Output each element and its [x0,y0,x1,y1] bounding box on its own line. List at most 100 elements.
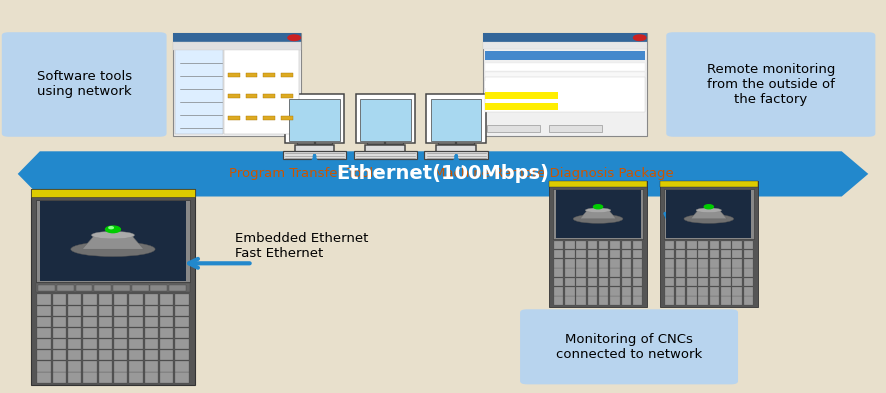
FancyBboxPatch shape [587,259,597,268]
FancyBboxPatch shape [37,328,51,338]
FancyBboxPatch shape [173,33,301,136]
FancyBboxPatch shape [698,296,708,305]
FancyBboxPatch shape [554,278,563,286]
FancyBboxPatch shape [31,189,195,385]
FancyBboxPatch shape [565,296,574,305]
FancyBboxPatch shape [565,259,574,268]
FancyBboxPatch shape [52,361,66,372]
FancyBboxPatch shape [743,250,753,258]
FancyBboxPatch shape [666,32,875,137]
FancyBboxPatch shape [621,259,631,268]
FancyBboxPatch shape [664,250,674,258]
Ellipse shape [586,208,610,213]
FancyBboxPatch shape [37,373,51,383]
FancyBboxPatch shape [98,305,112,316]
FancyBboxPatch shape [169,285,186,291]
FancyBboxPatch shape [698,259,708,268]
FancyBboxPatch shape [721,250,730,258]
FancyBboxPatch shape [676,278,686,286]
FancyBboxPatch shape [98,317,112,327]
FancyBboxPatch shape [599,259,609,268]
FancyBboxPatch shape [732,241,742,249]
FancyBboxPatch shape [721,278,730,286]
FancyBboxPatch shape [424,151,488,159]
FancyBboxPatch shape [263,94,275,98]
FancyBboxPatch shape [485,89,645,97]
FancyBboxPatch shape [664,189,754,239]
FancyBboxPatch shape [83,339,97,349]
FancyBboxPatch shape [129,317,143,327]
FancyBboxPatch shape [38,285,55,291]
FancyBboxPatch shape [129,328,143,338]
FancyBboxPatch shape [485,72,645,79]
FancyBboxPatch shape [587,296,597,305]
FancyBboxPatch shape [175,350,189,360]
FancyBboxPatch shape [144,305,158,316]
FancyBboxPatch shape [621,287,631,296]
FancyBboxPatch shape [355,94,416,143]
FancyBboxPatch shape [68,317,82,327]
FancyBboxPatch shape [599,278,609,286]
FancyBboxPatch shape [426,94,486,143]
FancyBboxPatch shape [698,268,708,277]
FancyBboxPatch shape [676,259,686,268]
FancyBboxPatch shape [710,278,719,286]
Polygon shape [18,151,868,196]
FancyBboxPatch shape [98,361,112,372]
FancyBboxPatch shape [621,296,631,305]
FancyBboxPatch shape [175,43,223,134]
FancyBboxPatch shape [554,287,563,296]
FancyBboxPatch shape [687,241,696,249]
FancyBboxPatch shape [710,259,719,268]
FancyBboxPatch shape [633,241,642,249]
FancyBboxPatch shape [554,268,563,277]
FancyBboxPatch shape [599,296,609,305]
FancyBboxPatch shape [98,373,112,383]
Circle shape [633,35,646,40]
FancyBboxPatch shape [37,317,51,327]
FancyBboxPatch shape [633,296,642,305]
FancyBboxPatch shape [483,33,647,136]
FancyBboxPatch shape [83,328,97,338]
FancyBboxPatch shape [587,241,597,249]
FancyBboxPatch shape [98,294,112,305]
FancyBboxPatch shape [664,296,674,305]
FancyBboxPatch shape [633,259,642,268]
FancyBboxPatch shape [549,181,647,307]
FancyBboxPatch shape [159,361,174,372]
FancyBboxPatch shape [68,305,82,316]
FancyBboxPatch shape [633,278,642,286]
FancyBboxPatch shape [37,361,51,372]
FancyBboxPatch shape [576,241,586,249]
FancyBboxPatch shape [57,285,74,291]
FancyBboxPatch shape [245,94,257,98]
FancyBboxPatch shape [565,250,574,258]
FancyBboxPatch shape [687,296,696,305]
FancyBboxPatch shape [485,77,645,112]
FancyBboxPatch shape [144,294,158,305]
FancyBboxPatch shape [83,305,97,316]
FancyBboxPatch shape [610,278,620,286]
FancyBboxPatch shape [245,116,257,120]
FancyBboxPatch shape [698,250,708,258]
FancyBboxPatch shape [621,278,631,286]
FancyBboxPatch shape [98,350,112,360]
FancyBboxPatch shape [228,94,239,98]
FancyBboxPatch shape [732,296,742,305]
FancyBboxPatch shape [263,116,275,120]
FancyBboxPatch shape [565,241,574,249]
FancyBboxPatch shape [698,241,708,249]
FancyBboxPatch shape [228,73,239,77]
FancyBboxPatch shape [368,127,403,144]
FancyBboxPatch shape [587,250,597,258]
FancyBboxPatch shape [365,145,405,152]
Circle shape [704,205,713,209]
FancyBboxPatch shape [436,145,476,152]
Text: Ethernet(100Mbps): Ethernet(100Mbps) [337,164,549,184]
Ellipse shape [573,214,623,223]
Ellipse shape [71,242,155,257]
FancyBboxPatch shape [721,268,730,277]
Circle shape [594,205,602,209]
FancyBboxPatch shape [485,63,645,71]
FancyBboxPatch shape [173,33,301,42]
